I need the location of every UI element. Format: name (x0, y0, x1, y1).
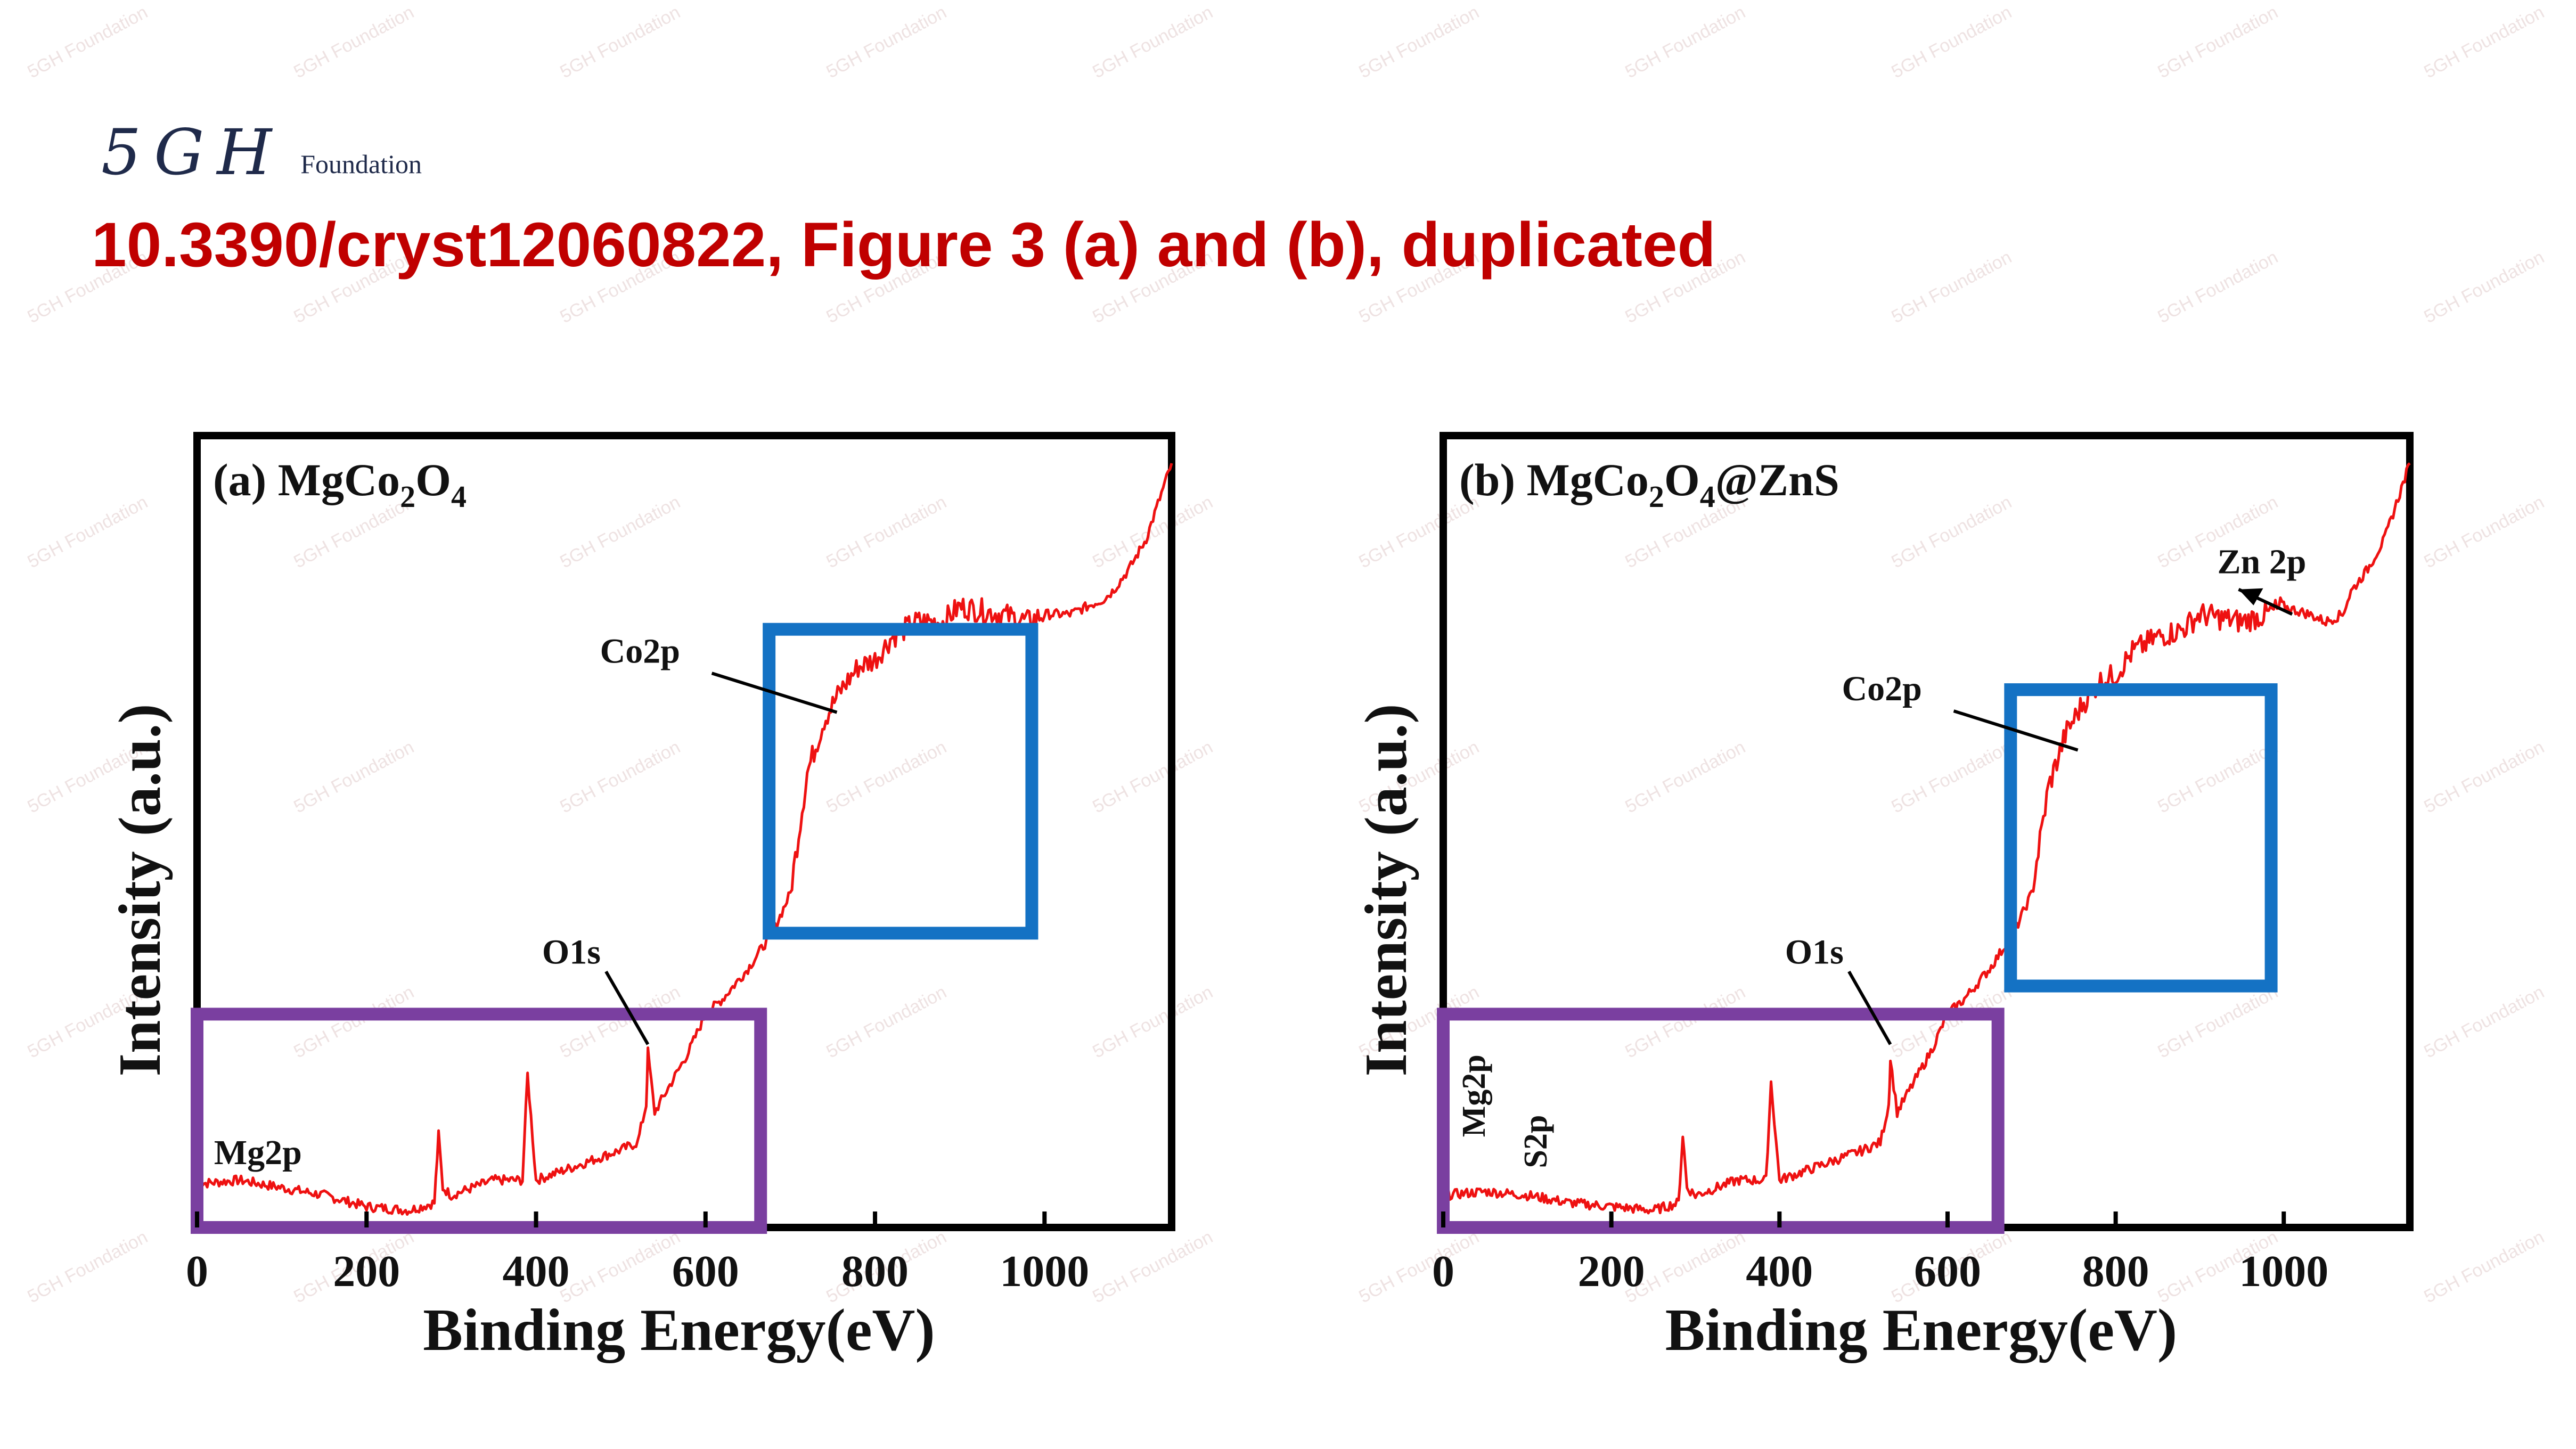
x-tick-label: 0 (186, 1247, 208, 1296)
y-axis-label: Intensity (a.u.) (107, 703, 173, 1076)
x-axis-label: Binding Energy(eV) (1665, 1297, 2177, 1363)
annotation-arrow (1953, 709, 2079, 752)
annotation-arrow (711, 672, 838, 714)
x-tick-label: 400 (503, 1247, 570, 1296)
annotation-mg2p: Mg2p (1456, 1054, 1492, 1137)
x-tick-label: 600 (672, 1247, 739, 1296)
annotation-co2p: Co2p (1842, 669, 1922, 708)
page-title: 10.3390/cryst12060822, Figure 3 (a) and … (92, 210, 1716, 280)
annotation-arrow (1847, 970, 1892, 1045)
blue-highlight-box (2004, 683, 2278, 993)
purple-highlight-box (1437, 1008, 2005, 1234)
x-tick-label: 800 (2082, 1247, 2149, 1296)
x-axis-label: Binding Energy(eV) (423, 1297, 935, 1363)
panel-label: (a) MgCo2O4 (213, 454, 467, 514)
annotation-o1s: O1s (542, 932, 601, 971)
purple-highlight-box (191, 1008, 767, 1234)
spectrum-line (196, 463, 1173, 1216)
spectrum-line (1442, 462, 2411, 1215)
x-tick-label: 200 (333, 1247, 400, 1296)
logo-mark: 5GH (101, 116, 285, 189)
annotation-mg2p: Mg2p (214, 1133, 302, 1172)
x-tick-label: 600 (1914, 1247, 1981, 1296)
x-tick-label: 200 (1578, 1247, 1645, 1296)
x-tick-label: 800 (841, 1247, 909, 1296)
foundation-logo: 5GH Foundation (101, 109, 422, 184)
blue-highlight-box (763, 623, 1038, 940)
x-tick-label: 1000 (2239, 1247, 2328, 1296)
y-axis-label: Intensity (a.u.) (1353, 703, 1419, 1076)
panel-label: (b) MgCo2O4@ZnS (1459, 454, 1839, 514)
x-tick-label: 400 (1746, 1247, 1813, 1296)
annotation-arrowhead (2238, 588, 2263, 605)
logo-text: Foundation (300, 149, 422, 179)
annotation-arrow (604, 970, 650, 1045)
x-tick-label: 1000 (1000, 1247, 1089, 1296)
x-tick-label: 0 (1432, 1247, 1454, 1296)
annotation-co2p: Co2p (600, 632, 680, 670)
annotation-zn2p: Zn 2p (2218, 543, 2307, 582)
annotation-o1s: O1s (1785, 932, 1844, 971)
annotation-s2p: S2p (1518, 1115, 1554, 1168)
